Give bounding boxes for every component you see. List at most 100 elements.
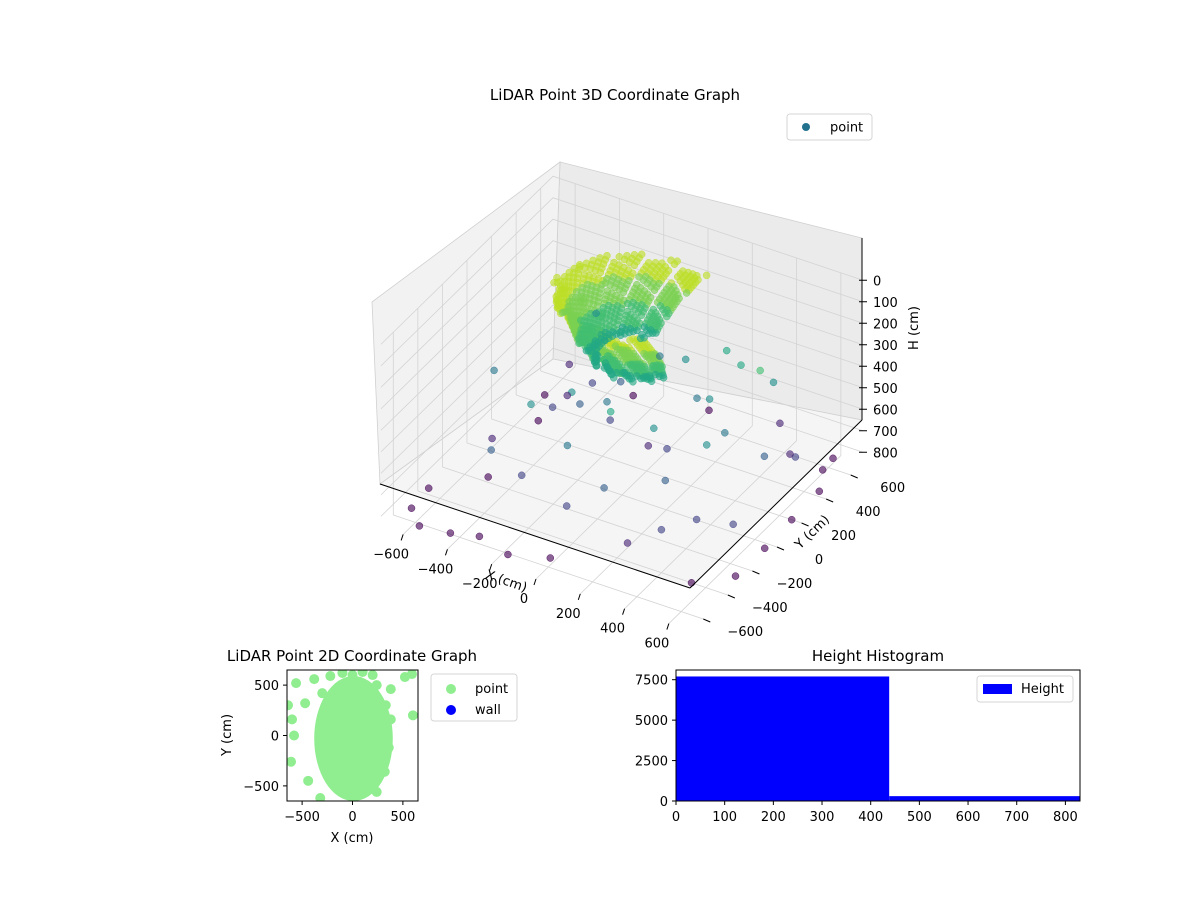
point-3d [616, 377, 625, 386]
legend-hist-label: Height [1021, 682, 1064, 697]
y-tick-label-2d: −500 [243, 780, 279, 795]
point-2d [407, 710, 418, 721]
x-tick-label-hist: 800 [1053, 810, 1078, 825]
grid-line-h [380, 175, 864, 345]
point-3d [705, 406, 713, 415]
point-3d [647, 377, 656, 386]
y-tick-label-hist: 0 [660, 795, 668, 810]
point-cloud-2d [314, 676, 393, 801]
histogram-bar [889, 796, 1080, 801]
x-axis-line [379, 483, 691, 589]
point-3d [630, 261, 639, 270]
point-3d [592, 355, 601, 363]
x-tick-label-3d: 400 [600, 622, 625, 637]
y-tick-label-3d: −600 [727, 625, 763, 640]
point-2d [317, 688, 328, 699]
x-tick-label-2d: 0 [348, 810, 356, 825]
legend-hist-swatch [983, 684, 1012, 694]
x-tick-label-3d: −200 [462, 577, 498, 592]
point-2d [325, 671, 336, 682]
x-tick-3d [666, 623, 670, 630]
point-3d [721, 429, 729, 437]
point-3d [446, 529, 455, 537]
x-tick-label-3d: 600 [644, 637, 669, 652]
point-3d [616, 331, 625, 340]
point-3d [629, 378, 637, 386]
point-3d [693, 394, 701, 402]
point-2d [287, 700, 294, 711]
point-3d [527, 400, 535, 409]
point-3d [600, 484, 608, 492]
point-3d [645, 329, 653, 338]
point-2d [303, 775, 314, 786]
z-tick-label-3d: 500 [873, 382, 898, 397]
point-3d [563, 391, 572, 400]
x-tick-label-3d: 200 [556, 607, 581, 622]
ticks-2d: −500 0 500 −500 0 500 [243, 679, 415, 825]
points-3d [407, 250, 837, 587]
y-tick-label-hist: 2500 [635, 755, 668, 770]
point-3d [769, 378, 778, 387]
point-3d [682, 289, 691, 297]
point-3d [588, 379, 597, 387]
point-3d [565, 360, 574, 369]
grid-line-x [580, 425, 753, 595]
point-3d [786, 450, 794, 458]
legend-2d-label-point: point [475, 682, 508, 697]
y-axis-label-2d: Y (cm) [220, 714, 235, 757]
x-tick-3d [622, 608, 626, 615]
point-3d [731, 572, 740, 580]
x-tick-label-3d: −600 [373, 547, 409, 562]
x-tick-3d [489, 563, 493, 571]
x-tick-label-2d: −500 [284, 810, 320, 825]
point-3d [623, 539, 632, 547]
point-3d [407, 504, 416, 512]
y-tick-3d [752, 570, 760, 575]
point-3d [681, 355, 690, 364]
grid-line-h [380, 326, 864, 496]
point-2d [289, 730, 300, 741]
grid-line-h [380, 240, 864, 410]
point-3d [760, 544, 769, 553]
point-2d [287, 756, 297, 767]
point-3d [650, 424, 658, 433]
x-tick-3d [577, 593, 581, 601]
point-3d [644, 442, 653, 450]
point-3d [702, 441, 711, 449]
point-3d [629, 391, 637, 400]
z-tick-label-3d: 700 [873, 425, 898, 440]
z-axis-label-3d: H (cm) [907, 306, 922, 350]
point-2d [379, 766, 390, 777]
point-3d [656, 352, 664, 360]
point-3d [484, 473, 492, 481]
y-tick-3d [825, 498, 834, 503]
point-3d [606, 407, 615, 416]
point-3d [593, 361, 601, 370]
grid-line-h [380, 197, 864, 367]
histogram-bars [676, 676, 1080, 801]
x-tick-label-hist: 0 [672, 810, 680, 825]
x-tick-3d [533, 578, 537, 586]
point-3d [563, 441, 572, 450]
legend-hist: Height [976, 675, 1074, 703]
point-3d [729, 520, 737, 529]
z-tick-label-3d: 800 [873, 446, 898, 461]
histogram-title: Height Histogram [812, 647, 944, 665]
point-3d [663, 312, 671, 321]
point-3d [424, 484, 433, 492]
point-2d [291, 678, 302, 689]
point-3d [663, 445, 671, 453]
x-tick-label-3d: −400 [418, 562, 454, 577]
y-tick-label-3d: −200 [777, 577, 813, 592]
y-tick-3d [776, 546, 785, 551]
y-tick-label-3d: 200 [831, 529, 856, 544]
x-tick-label-2d: 500 [390, 810, 415, 825]
x-tick-label-3d: 0 [520, 592, 528, 607]
point-3d [487, 446, 495, 454]
legend-2d-marker-point [446, 684, 456, 694]
point-2d [287, 714, 298, 725]
y-tick-label-2d: 0 [271, 730, 279, 745]
legend-3d-marker [802, 123, 810, 131]
z-tick-label-3d: 100 [873, 296, 898, 311]
point-3d [705, 395, 714, 403]
